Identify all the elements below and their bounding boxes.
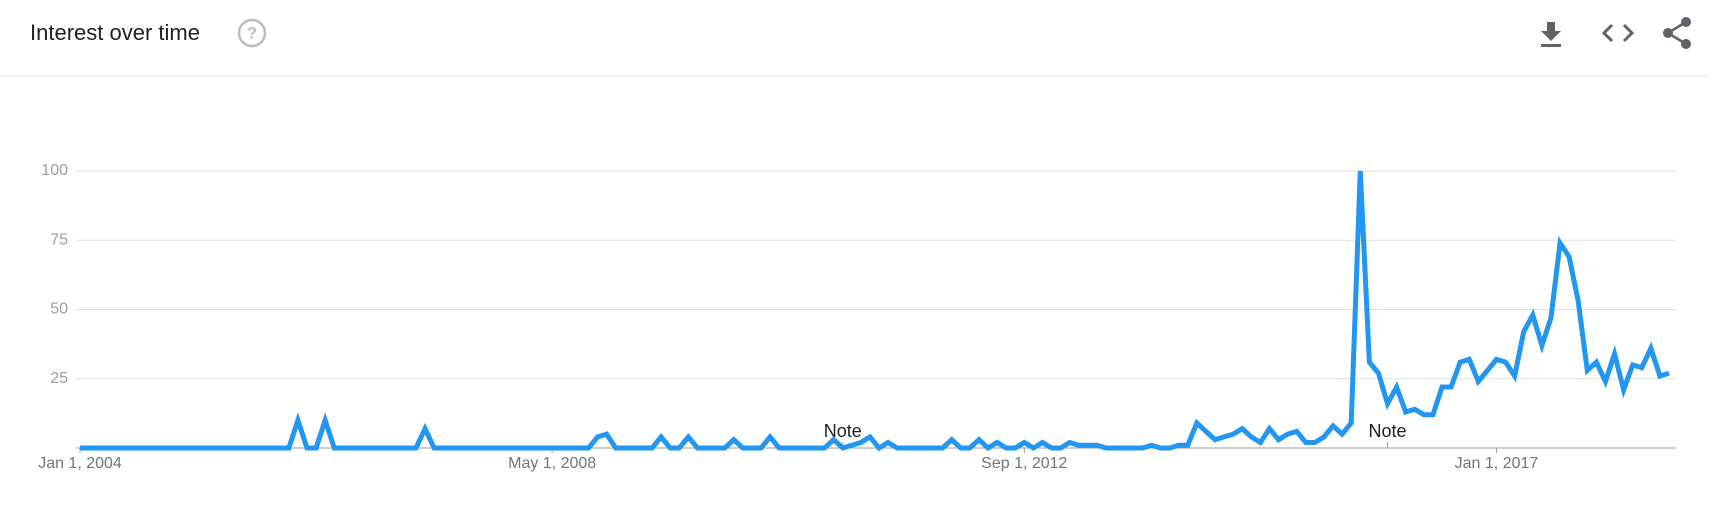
chart-title: Interest over time: [30, 20, 200, 45]
y-tick-label: 75: [50, 231, 68, 248]
note-label: Note: [824, 421, 862, 441]
y-tick-label: 50: [50, 301, 68, 318]
x-tick-label: May 1, 2008: [508, 455, 596, 472]
x-tick-label: Sep 1, 2012: [981, 455, 1067, 472]
download-icon[interactable]: [1541, 22, 1561, 47]
embed-icon[interactable]: [1601, 23, 1635, 43]
svg-text:?: ?: [247, 23, 257, 42]
x-tick-label: Jan 1, 2017: [1455, 455, 1539, 472]
share-icon[interactable]: [1663, 17, 1691, 49]
help-icon[interactable]: ?: [237, 18, 267, 48]
note-label: Note: [1369, 421, 1407, 441]
y-tick-label: 100: [41, 162, 68, 179]
x-tick-label: Jan 1, 2004: [38, 455, 122, 472]
y-tick-label: 25: [50, 370, 68, 387]
series-line: [80, 170, 1670, 452]
